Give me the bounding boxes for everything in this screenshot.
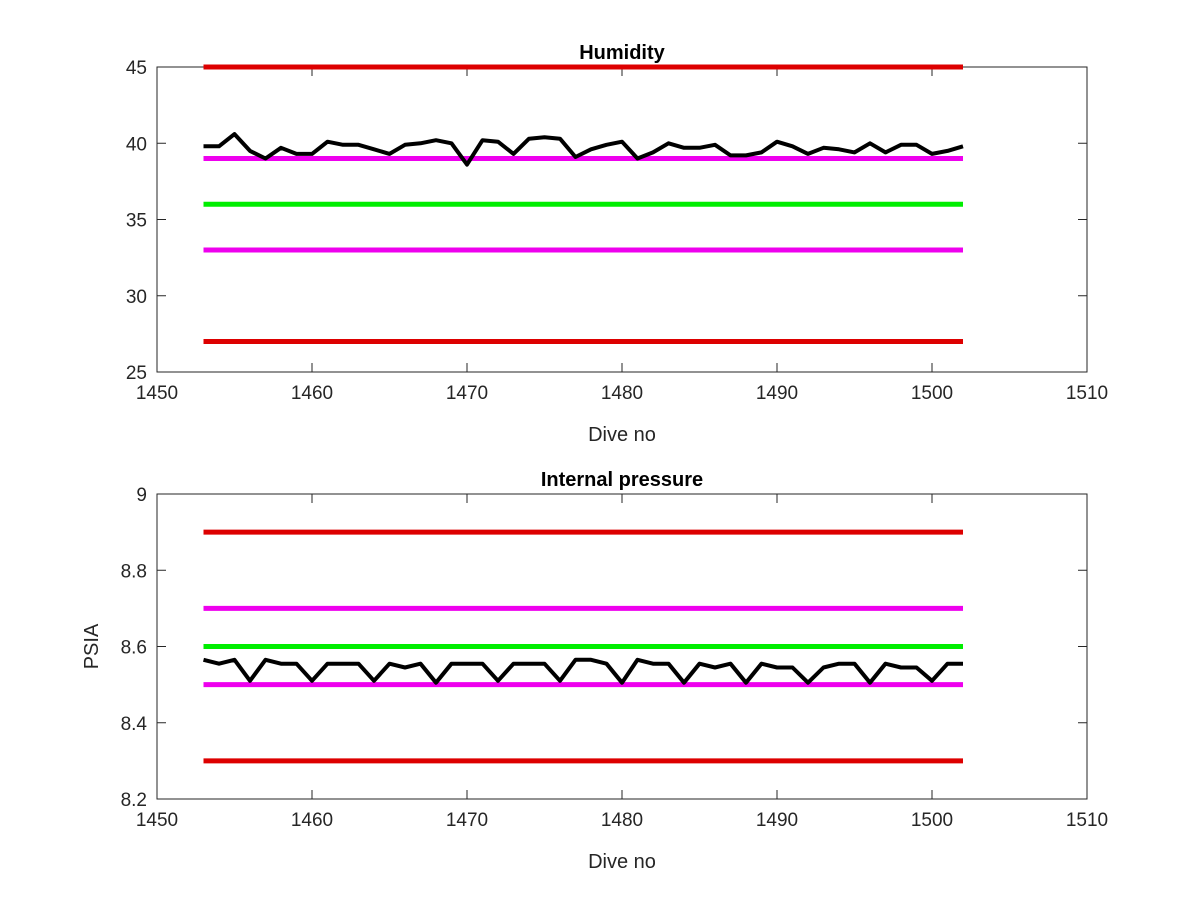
y-tick-label: 35 xyxy=(126,211,147,232)
x-tick-label: 1450 xyxy=(136,810,178,831)
y-tick-label: 8.2 xyxy=(121,790,147,811)
x-tick-label: 1510 xyxy=(1066,383,1108,404)
x-tick-label: 1500 xyxy=(911,810,953,831)
y-tick-label: 30 xyxy=(126,287,147,308)
series-line xyxy=(203,657,963,685)
chart-title: Internal pressure xyxy=(541,469,703,491)
axes-box xyxy=(156,66,1088,373)
y-tick-label: 8.6 xyxy=(121,638,147,659)
series-line xyxy=(203,132,964,167)
x-tick-label: 1500 xyxy=(911,383,953,404)
x-tick-label: 1490 xyxy=(756,383,798,404)
x-tick-label: 1480 xyxy=(601,383,643,404)
y-tick-label: 9 xyxy=(136,485,147,506)
y-tick-label: 8.4 xyxy=(121,714,148,735)
y-tick-label: 8.8 xyxy=(121,561,147,582)
chart-title: Humidity xyxy=(579,42,665,64)
humidity-chart: 1450 1460 1470 1480 1490 1500 1510 25 30 35 40 45 Hu… xyxy=(126,42,1108,446)
y-tick-label: 45 xyxy=(126,58,147,79)
x-tick-label: 1490 xyxy=(756,810,798,831)
x-axis-label: Dive no xyxy=(588,424,656,446)
x-tick-label: 1460 xyxy=(291,383,333,404)
y-tick-label: 25 xyxy=(126,363,147,384)
x-tick-label: 1470 xyxy=(446,810,488,831)
internal-pressure-chart: 1450 1460 1470 1480 1490 1500 1510 8.2 8.4 8.6 8.8… xyxy=(81,469,1108,873)
x-tick-label: 1510 xyxy=(1066,810,1108,831)
x-tick-label: 1480 xyxy=(601,810,643,831)
y-tick-label: 40 xyxy=(126,134,147,155)
y-axis-label: PSIA xyxy=(81,623,103,669)
x-tick-label: 1460 xyxy=(291,810,333,831)
x-tick-label: 1470 xyxy=(446,383,488,404)
x-axis-label: Dive no xyxy=(588,851,656,873)
x-tick-label: 1450 xyxy=(136,383,178,404)
